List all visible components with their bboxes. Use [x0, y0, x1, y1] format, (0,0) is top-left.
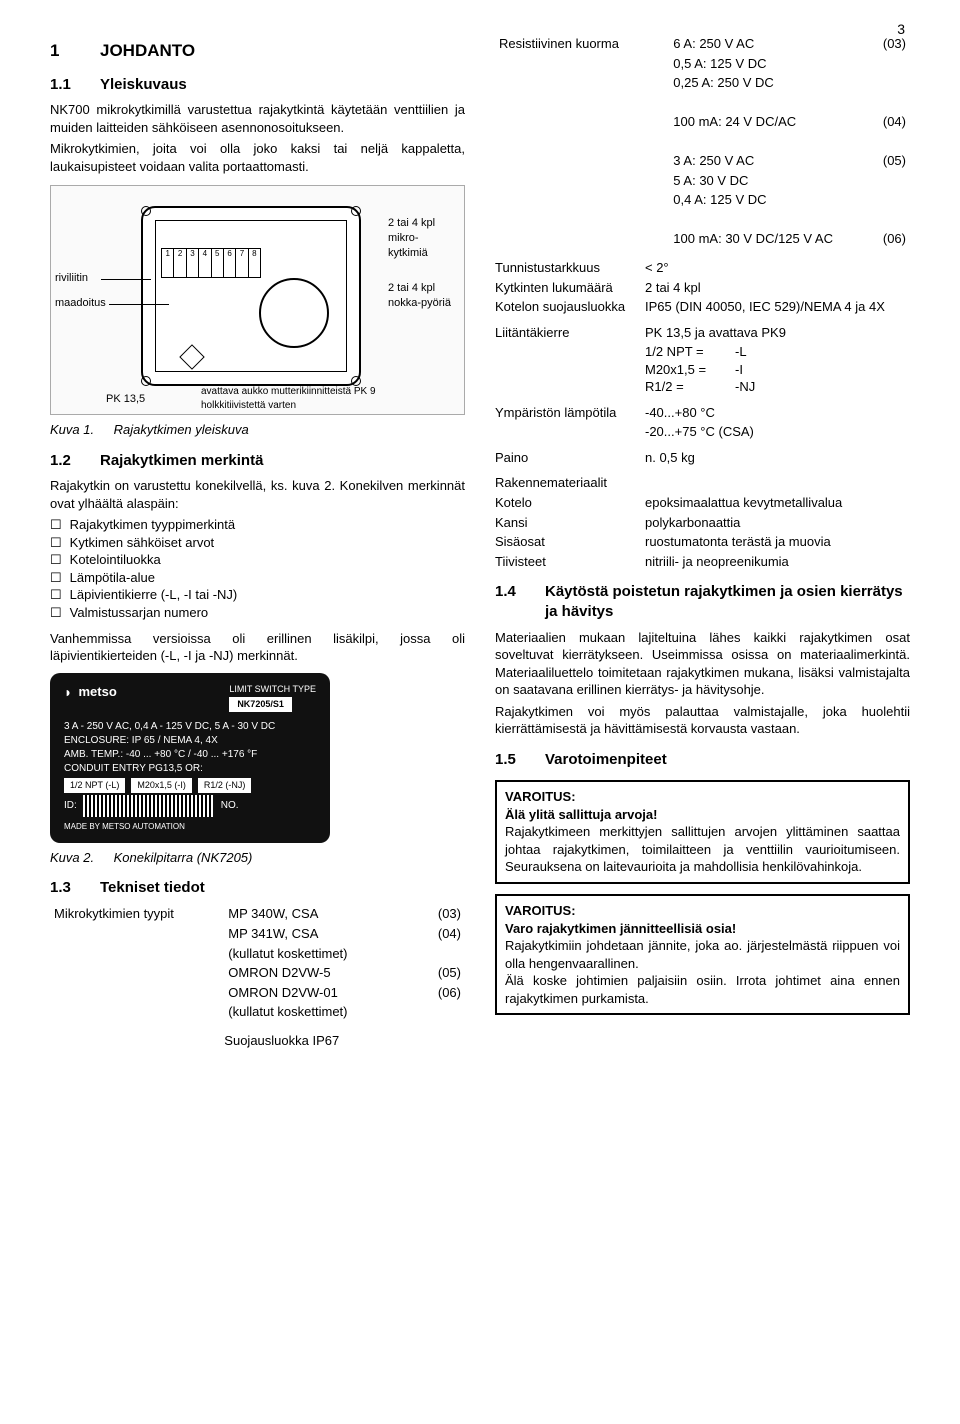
temp-v1: -40...+80 °C	[645, 404, 715, 422]
warn2-title: VAROITUS:	[505, 902, 900, 920]
kv-val: < 2°	[645, 259, 669, 277]
plate-line4: CONDUIT ENTRY PG13,5 OR:	[64, 762, 316, 776]
kv-val: IP65 (DIN 40050, IEC 529)/NEMA 4 ja 4X	[645, 298, 885, 316]
kv-key: Kotelon suojausluokka	[495, 298, 635, 316]
list-item: Rajakytkimen tyyppimerkintä	[50, 516, 465, 534]
res-label: Resistiivinen kuorma	[495, 34, 669, 54]
plate-line3: AMB. TEMP.: -40 ... +80 °C / -40 ... +17…	[64, 748, 316, 762]
fig1-callout-riviliitin: riviliitin	[55, 271, 88, 286]
protection-class: Suojausluokka IP67	[224, 1032, 465, 1050]
sec-1-3-num: 1.3	[50, 878, 80, 898]
warn1-body: Rajakytkimeen merkittyjen sallittujen ar…	[505, 823, 900, 876]
list-item: Lämpötila-alue	[50, 569, 465, 587]
mat-label: Rakennemateriaalit	[495, 474, 910, 492]
sec-1-num: 1	[50, 40, 80, 63]
temp-v2: -20...+75 °C (CSA)	[645, 423, 910, 441]
sec-1-1-num: 1.1	[50, 75, 80, 95]
plate-type-label: LIMIT SWITCH TYPE	[229, 683, 316, 696]
plate-line1: 3 A - 250 V AC, 0,4 A - 125 V DC, 5 A - …	[64, 720, 316, 734]
fig1-callout-micro: 2 tai 4 kpl mikro-kytkimiä	[388, 216, 458, 261]
sec-1-1-title: Yleiskuvaus	[100, 75, 187, 95]
sec-1-4-title: Käytöstä poistetun rajakytkimen ja osien…	[545, 582, 910, 623]
fig1-callout-maadoitus: maadoitus	[55, 296, 106, 311]
recycle-p2: Rajakytkimen voi myös palauttaa valmista…	[495, 703, 910, 738]
list-item: Valmistussarjan numero	[50, 604, 465, 622]
plate-line2: ENCLOSURE: IP 65 / NEMA 4, 4X	[64, 734, 316, 748]
intro-p1: NK700 mikrokytkimillä varustettua rajaky…	[50, 101, 465, 136]
list-item: Kytkimen sähköiset arvot	[50, 534, 465, 552]
sec-1-5: 1.5 Varotoimenpiteet	[495, 750, 910, 770]
fig2-label: Kuva 2.	[50, 849, 110, 867]
list-item: Kotelointiluokka	[50, 551, 465, 569]
sec-1: 1 JOHDANTO	[50, 40, 465, 63]
fig1-callout-pk9: avattava aukko mutterikiinnitteistä PK 9…	[201, 385, 411, 412]
barcode-icon	[83, 795, 213, 817]
sec-1-3: 1.3 Tekniset tiedot	[50, 878, 465, 898]
plate-entry: 1/2 NPT (-L)	[64, 778, 125, 793]
warning-box-1: VAROITUS: Älä ylitä sallittuja arvoja! R…	[495, 780, 910, 884]
plate-entry: M20x1,5 (-I)	[131, 778, 192, 793]
figure-2-nameplate: metso LIMIT SWITCH TYPE NK7205/S1 3 A - …	[50, 673, 330, 843]
fig1-text: Rajakytkimen yleiskuva	[114, 422, 249, 437]
sec-1-4: 1.4 Käytöstä poistetun rajakytkimen ja o…	[495, 582, 910, 623]
figure-2-caption: Kuva 2. Konekilpitarra (NK7205)	[50, 849, 465, 867]
sec-1-5-num: 1.5	[495, 750, 525, 770]
fig1-callout-pk135: PK 13,5	[106, 392, 145, 407]
recycle-p1: Materiaalien mukaan lajiteltuina lähes k…	[495, 629, 910, 699]
fig1-label: Kuva 1.	[50, 421, 110, 439]
plate-no-label: NO.	[221, 799, 239, 813]
paino-v: n. 0,5 kg	[645, 449, 695, 467]
sec-1-title: JOHDANTO	[100, 40, 195, 63]
sec-1-2-title: Rajakytkimen merkintä	[100, 451, 263, 471]
kv-key: Tunnistustarkkuus	[495, 259, 635, 277]
plate-made: MADE BY METSO AUTOMATION	[64, 821, 316, 832]
right-column: Resistiivinen kuorma6 A: 250 V AC(03) 0,…	[495, 30, 910, 1049]
marking-p2: Vanhemmissa versioissa oli erillinen lis…	[50, 630, 465, 665]
liit-main: PK 13,5 ja avattava PK9	[645, 324, 786, 342]
kv-key: Kytkinten lukumäärä	[495, 279, 635, 297]
sec-1-3-title: Tekniset tiedot	[100, 878, 205, 898]
liit-label: Liitäntäkierre	[495, 324, 635, 342]
fig1-callout-cam: 2 tai 4 kpl nokka-pyöriä	[388, 281, 458, 311]
paino-label: Paino	[495, 449, 635, 467]
marking-checklist: Rajakytkimen tyyppimerkintä Kytkimen säh…	[50, 516, 465, 621]
spec-label: Mikrokytkimien tyypit	[50, 904, 224, 924]
marking-p: Rajakytkin on varustettu konekilvellä, k…	[50, 477, 465, 512]
warn2-head: Varo rajakytkimen jännitteellisiä osia!	[505, 920, 900, 938]
warn2-body: Rajakytkimiin johdetaan jännite, joka ao…	[505, 937, 900, 1007]
plate-entry: R1/2 (-NJ)	[198, 778, 252, 793]
figure-1-caption: Kuva 1. Rajakytkimen yleiskuva	[50, 421, 465, 439]
list-item: Läpivientikierre (-L, -I tai -NJ)	[50, 586, 465, 604]
warn1-head: Älä ylitä sallittuja arvoja!	[505, 806, 900, 824]
resistive-load-table: Resistiivinen kuorma6 A: 250 V AC(03) 0,…	[495, 34, 910, 249]
warn1-title: VAROITUS:	[505, 788, 900, 806]
sec-1-2-num: 1.2	[50, 451, 80, 471]
sec-1-4-num: 1.4	[495, 582, 525, 623]
intro-p2: Mikrokytkimien, joita voi olla joko kaks…	[50, 140, 465, 175]
temp-label: Ympäristön lämpötila	[495, 404, 635, 422]
left-column: 1 JOHDANTO 1.1 Yleiskuvaus NK700 mikroky…	[50, 30, 465, 1049]
warning-box-2: VAROITUS: Varo rajakytkimen jännitteelli…	[495, 894, 910, 1015]
plate-model: NK7205/S1	[229, 697, 292, 712]
kv-val: 2 tai 4 kpl	[645, 279, 701, 297]
page-number: 3	[897, 20, 905, 39]
figure-1: 12345678 riviliitin maadoitus 2 tai 4 kp…	[50, 185, 465, 415]
sec-1-5-title: Varotoimenpiteet	[545, 750, 667, 770]
sec-1-2: 1.2 Rajakytkimen merkintä	[50, 451, 465, 471]
plate-id-label: ID:	[64, 799, 77, 813]
micro-switch-types: Mikrokytkimien tyypitMP 340W, CSA(03) MP…	[50, 904, 465, 1021]
sec-1-1: 1.1 Yleiskuvaus	[50, 75, 465, 95]
fig2-text: Konekilpitarra (NK7205)	[114, 850, 253, 865]
